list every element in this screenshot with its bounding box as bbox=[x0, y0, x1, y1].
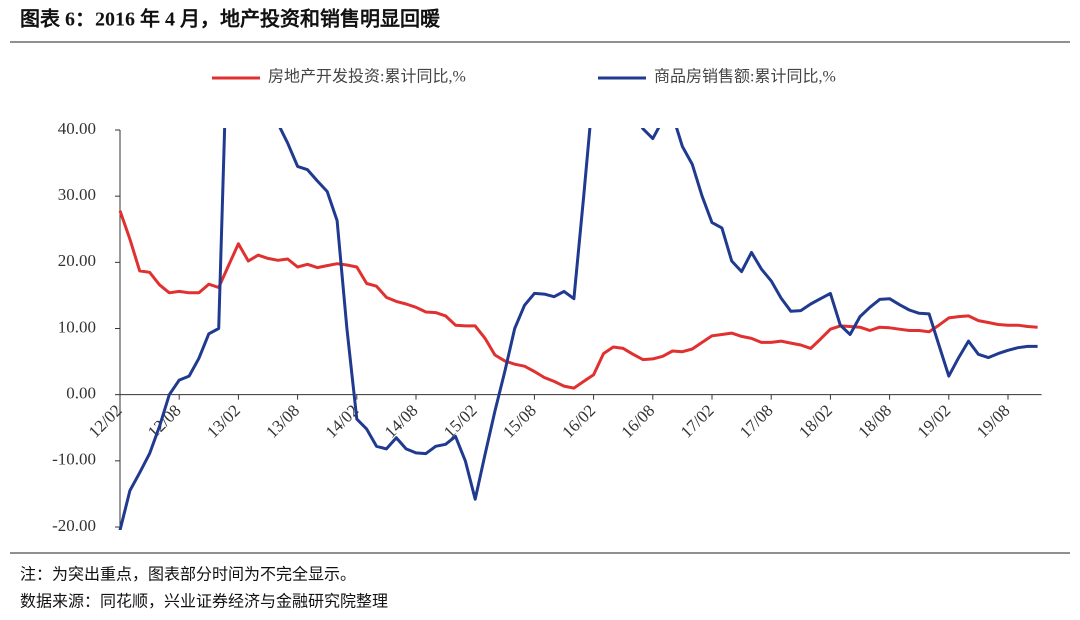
y-tick-label: 20.00 bbox=[58, 251, 96, 270]
x-tick-label: 17/08 bbox=[736, 401, 777, 442]
x-tick-label: 18/08 bbox=[854, 401, 895, 442]
y-tick-label: 0.00 bbox=[66, 384, 96, 403]
x-tick-label: 13/08 bbox=[262, 401, 303, 442]
x-tick-label: 13/02 bbox=[203, 401, 244, 442]
x-tick-label: 19/08 bbox=[973, 401, 1014, 442]
y-tick-label: -20.00 bbox=[52, 516, 96, 535]
x-tick-label: 16/02 bbox=[558, 401, 599, 442]
y-tick-label: 30.00 bbox=[58, 185, 96, 204]
source: 数据来源：同花顺，兴业证券经济与金融研究院整理 bbox=[20, 593, 388, 611]
x-tick-label: 15/02 bbox=[440, 401, 481, 442]
x-tick-label: 12/02 bbox=[85, 401, 126, 442]
x-tick-label: 17/02 bbox=[677, 401, 718, 442]
x-tick-label: 19/02 bbox=[914, 401, 955, 442]
x-tick-label: 16/08 bbox=[618, 401, 659, 442]
y-tick-label: 40.00 bbox=[58, 119, 96, 138]
series-line bbox=[118, 210, 1038, 390]
x-tick-label: 18/02 bbox=[795, 401, 836, 442]
x-tick-label: 14/08 bbox=[381, 401, 422, 442]
x-tick-label: 15/08 bbox=[499, 401, 540, 442]
plot-area bbox=[118, 128, 1038, 530]
legend-label: 商品房销售额:累计同比,% bbox=[654, 68, 836, 86]
y-tick-label: 10.00 bbox=[58, 317, 96, 336]
note: 注：为突出重点，图表部分时间为不完全显示。 bbox=[20, 566, 356, 584]
y-tick-label: -10.00 bbox=[52, 450, 96, 469]
legend-label: 房地产开发投资:累计同比,% bbox=[268, 68, 466, 86]
chart-title: 图表 6：2016 年 4 月，地产投资和销售明显回暖 bbox=[20, 7, 441, 31]
series-line bbox=[118, 128, 1038, 530]
